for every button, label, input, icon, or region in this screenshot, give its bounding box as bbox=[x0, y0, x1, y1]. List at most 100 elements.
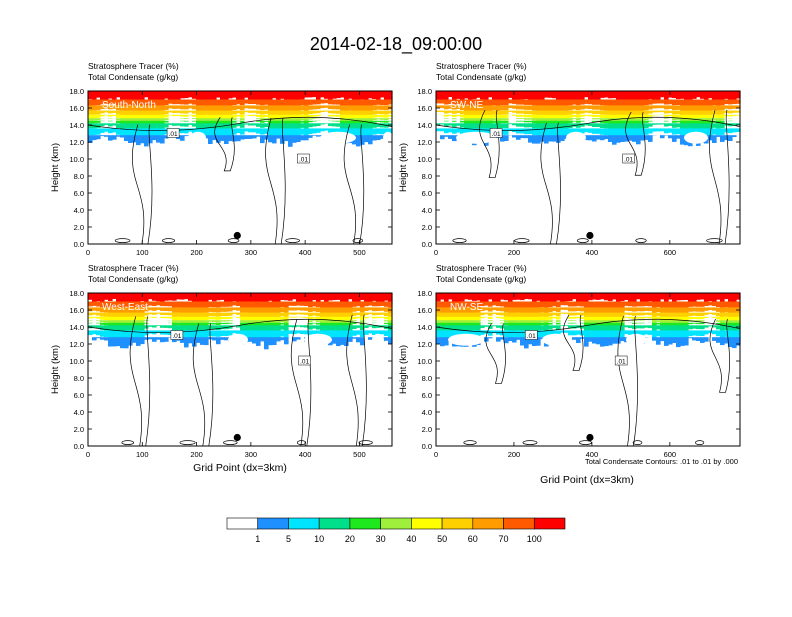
tracer-cell bbox=[336, 337, 341, 346]
x-tick-label: 0 bbox=[86, 450, 90, 459]
tracer-cell bbox=[536, 307, 541, 313]
tracer-cell bbox=[356, 307, 361, 311]
tracer-cell bbox=[260, 111, 265, 115]
tracer-cell bbox=[580, 111, 585, 114]
tracer-cell bbox=[576, 100, 581, 106]
tracer-cell bbox=[516, 337, 521, 340]
tracer-cell bbox=[100, 115, 105, 117]
tracer-cell bbox=[576, 118, 581, 120]
tracer-cell bbox=[572, 115, 577, 117]
tracer-cell bbox=[264, 123, 269, 127]
tracer-cell bbox=[628, 317, 633, 319]
tracer-cell bbox=[692, 330, 697, 335]
tracer-cell bbox=[360, 135, 365, 145]
tracer-cell bbox=[584, 128, 589, 132]
tracer-cell bbox=[700, 302, 705, 307]
tracer-cell bbox=[120, 115, 125, 119]
tracer-cell bbox=[668, 115, 673, 116]
tracer-cell bbox=[628, 307, 633, 311]
tracer-cell bbox=[204, 307, 209, 312]
tracer-cell bbox=[176, 115, 181, 116]
tracer-cell bbox=[236, 293, 241, 302]
tracer-gap bbox=[566, 132, 586, 144]
tracer-cell bbox=[256, 115, 261, 117]
tracer-cell bbox=[664, 91, 669, 100]
tracer-cell bbox=[228, 307, 233, 311]
tracer-cell bbox=[516, 115, 521, 117]
tracer-cell bbox=[184, 128, 189, 133]
tracer-cell bbox=[88, 317, 93, 319]
tracer-cell bbox=[560, 330, 565, 332]
tracer-cell bbox=[508, 105, 513, 108]
tracer-cell bbox=[188, 100, 193, 104]
tracer-cell bbox=[700, 323, 705, 324]
tracer-cell bbox=[580, 121, 585, 122]
x-tick-label: 300 bbox=[245, 248, 258, 257]
tracer-cell bbox=[620, 307, 625, 313]
tracer-cell bbox=[148, 330, 153, 333]
tracer-cell bbox=[268, 105, 273, 111]
tracer-cell bbox=[384, 323, 389, 324]
tracer-cell bbox=[324, 128, 329, 130]
tracer-cell bbox=[572, 313, 577, 316]
tracer-cell bbox=[592, 105, 597, 109]
tracer-cell bbox=[208, 307, 213, 312]
tracer-cell bbox=[504, 293, 509, 300]
tracer-cell bbox=[184, 135, 189, 136]
tracer-cell bbox=[676, 111, 681, 115]
tracer-cell bbox=[596, 105, 601, 109]
tracer-cell bbox=[332, 123, 337, 126]
tracer-cell bbox=[116, 128, 121, 134]
tracer-cell bbox=[500, 323, 505, 324]
tracer-cell bbox=[576, 111, 581, 115]
tracer-cell bbox=[508, 293, 513, 303]
tracer-cell bbox=[96, 337, 101, 338]
tracer-cell bbox=[224, 317, 229, 319]
tracer-cell bbox=[116, 115, 121, 118]
tracer-cell bbox=[172, 313, 177, 317]
tracer-cell bbox=[380, 293, 385, 302]
tracer-cell bbox=[440, 302, 445, 309]
tracer-cell bbox=[676, 115, 681, 118]
tracer-cell bbox=[348, 307, 353, 313]
tracer-cell bbox=[624, 317, 629, 318]
tracer-cell bbox=[648, 325, 653, 328]
tracer-cell bbox=[600, 91, 605, 98]
tracer-cell bbox=[672, 123, 677, 128]
tracer-cell bbox=[616, 302, 621, 308]
tracer-cell bbox=[644, 307, 649, 311]
tracer-cell bbox=[176, 313, 181, 317]
tracer-cell bbox=[184, 293, 189, 299]
tracer-cell bbox=[92, 337, 97, 340]
tracer-cell bbox=[188, 115, 193, 116]
tracer-cell bbox=[720, 123, 725, 128]
tracer-cell bbox=[172, 123, 177, 126]
tracer-cell bbox=[468, 91, 473, 100]
tracer-cell bbox=[112, 293, 117, 299]
tracer-cell bbox=[644, 128, 649, 134]
tracer-cell bbox=[240, 111, 245, 115]
tracer-cell bbox=[692, 302, 697, 307]
tracer-cell bbox=[436, 330, 441, 337]
tracer-cell bbox=[492, 105, 497, 110]
tracer-cell bbox=[700, 337, 705, 343]
tracer-cell bbox=[216, 307, 221, 312]
tracer-cell bbox=[252, 115, 257, 116]
tracer-cell bbox=[500, 111, 505, 115]
tracer-cell bbox=[616, 317, 621, 321]
tracer-cell bbox=[208, 313, 213, 317]
tracer-cell bbox=[92, 111, 97, 115]
y-tick-label: 14.0 bbox=[417, 121, 432, 130]
tracer-cell bbox=[492, 325, 497, 326]
tracer-cell bbox=[156, 100, 161, 106]
tracer-cell bbox=[520, 123, 525, 126]
tracer-cell bbox=[152, 307, 157, 310]
tracer-cell bbox=[672, 105, 677, 110]
tracer-gap bbox=[320, 132, 356, 144]
tracer-cell bbox=[384, 330, 389, 336]
tracer-cell bbox=[316, 111, 321, 114]
tracer-cell bbox=[312, 121, 317, 122]
tracer-cell bbox=[376, 111, 381, 114]
x-tick-label: 0 bbox=[434, 450, 438, 459]
tracer-cell bbox=[476, 293, 481, 301]
